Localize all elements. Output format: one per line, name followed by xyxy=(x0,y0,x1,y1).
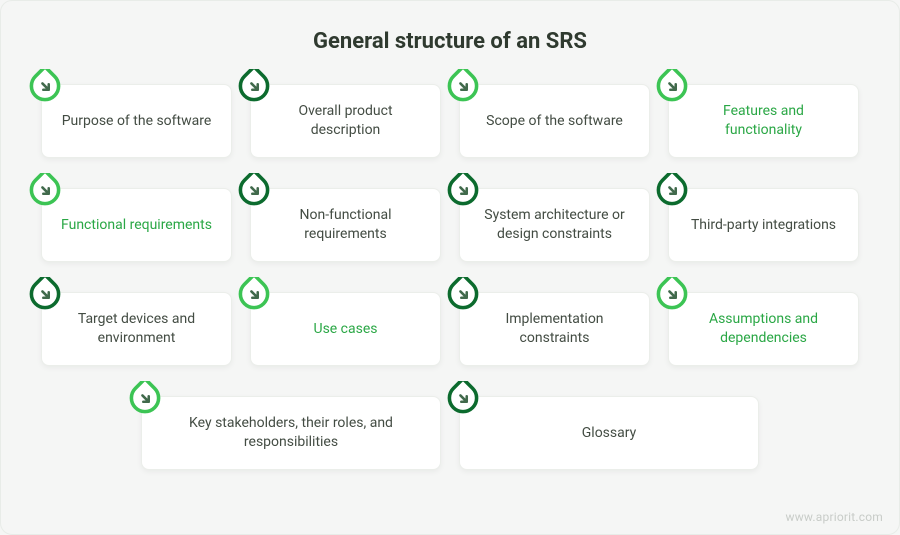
card-row: Purpose of the software Overall product … xyxy=(41,84,859,158)
card-row: Functional requirements Non-functional r… xyxy=(41,188,859,262)
arrow-pin-icon xyxy=(237,277,271,311)
srs-card: Assumptions and dependencies xyxy=(668,292,859,366)
card-label: Overall product description xyxy=(269,102,422,140)
card-label: System architecture or design constraint… xyxy=(478,206,631,244)
arrow-pin-icon xyxy=(237,69,271,103)
srs-card: Target devices and environment xyxy=(41,292,232,366)
card-label: Non-functional requirements xyxy=(269,206,422,244)
diagram-frame: General structure of an SRS Purpose of t… xyxy=(0,0,900,535)
arrow-pin-icon xyxy=(655,277,689,311)
card-label: Functional requirements xyxy=(61,216,212,235)
card-label: Purpose of the software xyxy=(62,112,212,131)
srs-card: Overall product description xyxy=(250,84,441,158)
card-label: Features and functionality xyxy=(687,102,840,140)
arrow-pin-icon xyxy=(446,69,480,103)
srs-card: Non-functional requirements xyxy=(250,188,441,262)
arrow-pin-icon xyxy=(446,277,480,311)
arrow-pin-icon xyxy=(655,173,689,207)
arrow-pin-icon xyxy=(28,173,62,207)
card-grid: Purpose of the software Overall product … xyxy=(41,84,859,470)
srs-card: Scope of the software xyxy=(459,84,650,158)
arrow-pin-icon xyxy=(128,381,162,415)
card-label: Implementation constraints xyxy=(478,310,631,348)
watermark-text: www.apriorit.com xyxy=(785,510,883,524)
card-label: Scope of the software xyxy=(486,112,623,131)
card-label: Target devices and environment xyxy=(60,310,213,348)
srs-card: Features and functionality xyxy=(668,84,859,158)
srs-card: Use cases xyxy=(250,292,441,366)
arrow-pin-icon xyxy=(655,69,689,103)
card-row: Key stakeholders, their roles, and respo… xyxy=(41,396,859,470)
arrow-pin-icon xyxy=(446,173,480,207)
srs-card: Implementation constraints xyxy=(459,292,650,366)
srs-card: Functional requirements xyxy=(41,188,232,262)
card-label: Assumptions and dependencies xyxy=(687,310,840,348)
arrow-pin-icon xyxy=(446,381,480,415)
card-label: Third-party integrations xyxy=(691,216,836,235)
card-label: Glossary xyxy=(582,424,636,443)
srs-card: Purpose of the software xyxy=(41,84,232,158)
card-label: Use cases xyxy=(313,320,377,339)
arrow-pin-icon xyxy=(28,69,62,103)
srs-card: System architecture or design constraint… xyxy=(459,188,650,262)
arrow-pin-icon xyxy=(237,173,271,207)
srs-card: Third-party integrations xyxy=(668,188,859,262)
diagram-title: General structure of an SRS xyxy=(41,29,859,54)
srs-card: Key stakeholders, their roles, and respo… xyxy=(141,396,441,470)
arrow-pin-icon xyxy=(28,277,62,311)
srs-card: Glossary xyxy=(459,396,759,470)
card-row: Target devices and environment Use cases… xyxy=(41,292,859,366)
card-label: Key stakeholders, their roles, and respo… xyxy=(160,414,422,452)
